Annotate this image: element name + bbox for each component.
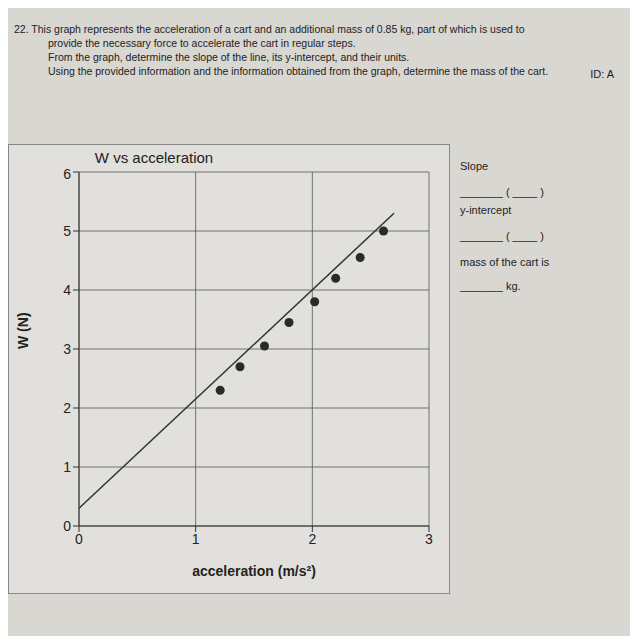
svg-text:4: 4 — [63, 282, 71, 298]
svg-text:1: 1 — [192, 531, 200, 547]
html-text:ID: A: ID: A — [590, 68, 614, 80]
html-text:y-intercept: y-intercept — [460, 204, 512, 216]
html-text:provide the necessary force to: provide the necessary force to accelerat… — [48, 37, 356, 49]
html-text:Slope: Slope — [460, 160, 489, 172]
svg-text:3: 3 — [63, 341, 71, 357]
svg-text:1: 1 — [63, 459, 71, 475]
svg-text:0: 0 — [63, 518, 71, 534]
svg-text:6: 6 — [63, 166, 71, 182]
svg-text:W (N): W (N) — [15, 312, 31, 349]
html-text:mass of the cart is: mass of the cart is — [460, 256, 550, 268]
svg-text:0: 0 — [75, 531, 83, 547]
html-text:From the graph, determine the: From the graph, determine the slope of t… — [48, 51, 410, 63]
html-text:_______ kg.: _______ kg. — [460, 280, 521, 292]
html-text:Using the provided information: Using the provided information and the i… — [48, 65, 549, 77]
svg-text:5: 5 — [63, 223, 71, 239]
svg-text:2: 2 — [308, 531, 316, 547]
html-text:22. This graph represents the: 22. This graph represents the accelerati… — [14, 23, 525, 35]
svg-text:2: 2 — [63, 400, 71, 416]
svg-text:3: 3 — [425, 531, 433, 547]
svg-text:acceleration (m/s²): acceleration (m/s²) — [192, 563, 316, 579]
html-text:W vs acceleration: W vs acceleration — [94, 149, 214, 166]
